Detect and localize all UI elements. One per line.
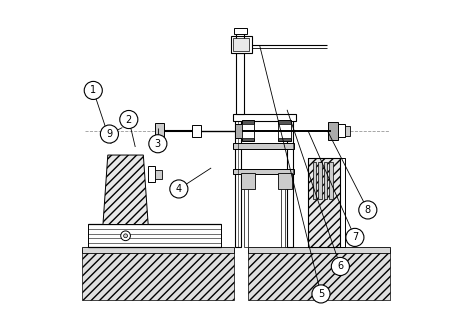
- Bar: [281, 189, 285, 247]
- Bar: [233, 38, 249, 51]
- Bar: [244, 189, 248, 247]
- Circle shape: [124, 234, 128, 238]
- Bar: [234, 28, 246, 34]
- Circle shape: [121, 231, 130, 241]
- Text: 7: 7: [352, 233, 358, 242]
- Bar: [248, 247, 391, 253]
- Bar: [233, 143, 294, 149]
- Circle shape: [100, 125, 118, 143]
- Bar: [278, 173, 292, 189]
- Circle shape: [170, 180, 188, 198]
- Circle shape: [120, 110, 138, 129]
- Bar: [338, 124, 345, 137]
- Circle shape: [331, 257, 349, 276]
- Circle shape: [149, 135, 167, 153]
- Bar: [241, 173, 255, 189]
- Bar: [192, 125, 201, 137]
- Bar: [278, 124, 291, 138]
- Bar: [319, 162, 322, 199]
- Bar: [148, 166, 155, 182]
- Text: 6: 6: [337, 262, 344, 271]
- Bar: [329, 162, 333, 199]
- Bar: [278, 120, 291, 141]
- Text: 1: 1: [90, 86, 96, 95]
- Circle shape: [84, 81, 102, 99]
- Text: 2: 2: [126, 115, 132, 124]
- Bar: [82, 247, 234, 253]
- Bar: [313, 162, 316, 199]
- Bar: [242, 124, 255, 138]
- Text: 5: 5: [318, 289, 324, 299]
- Bar: [242, 120, 255, 141]
- Bar: [328, 122, 338, 140]
- Polygon shape: [103, 155, 148, 224]
- Bar: [233, 169, 294, 174]
- Bar: [89, 224, 221, 247]
- Text: 8: 8: [365, 205, 371, 215]
- Bar: [230, 36, 252, 53]
- Text: 9: 9: [106, 129, 112, 139]
- Bar: [155, 123, 164, 139]
- Text: 3: 3: [155, 139, 161, 149]
- Text: 4: 4: [176, 184, 182, 194]
- Bar: [155, 170, 162, 179]
- Bar: [233, 114, 296, 121]
- Bar: [235, 124, 242, 138]
- Bar: [82, 250, 234, 300]
- Circle shape: [312, 285, 330, 303]
- Bar: [236, 53, 244, 114]
- Bar: [324, 162, 327, 199]
- Bar: [287, 118, 293, 247]
- Circle shape: [346, 228, 364, 246]
- Bar: [236, 118, 241, 247]
- Bar: [345, 126, 350, 136]
- Bar: [308, 158, 340, 247]
- Bar: [308, 158, 340, 247]
- Bar: [248, 250, 391, 300]
- Circle shape: [359, 201, 377, 219]
- Bar: [340, 158, 345, 247]
